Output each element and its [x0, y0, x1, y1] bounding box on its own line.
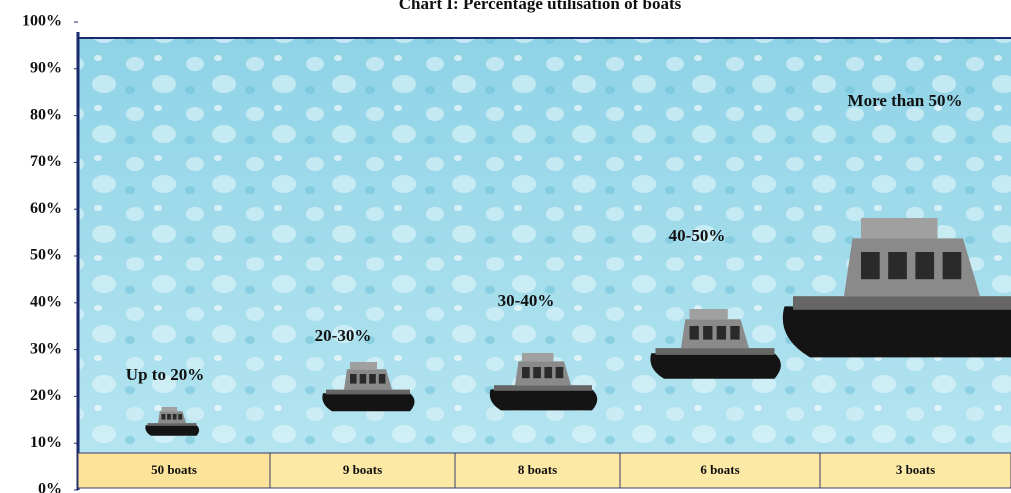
boat-window	[689, 326, 699, 340]
boat-roof	[689, 309, 728, 320]
boat-roof	[350, 362, 377, 370]
y-tick-label: 70%	[30, 153, 62, 170]
category-cell	[619, 452, 821, 489]
category-cell	[454, 452, 621, 489]
y-tick-label: 0%	[38, 481, 62, 493]
boat-deck	[494, 385, 592, 391]
boat-window	[730, 326, 740, 340]
boat-hull	[145, 425, 200, 436]
boat-roof	[522, 353, 554, 362]
boat-window	[350, 374, 357, 384]
category-label: 50 boats	[151, 462, 197, 477]
category-label: 8 boats	[518, 462, 557, 477]
category-cell	[77, 452, 271, 489]
boat-icon	[322, 362, 415, 412]
boat-window	[544, 367, 553, 379]
category-label: 3 boats	[896, 462, 935, 477]
y-tick-label: 100%	[22, 13, 62, 30]
y-tick-label: 20%	[30, 387, 62, 404]
boat-icon	[650, 309, 781, 379]
boat-window	[161, 414, 166, 420]
y-tick-label: 90%	[30, 59, 62, 76]
y-tick-label: 50%	[30, 247, 62, 264]
boat-hull	[489, 389, 598, 411]
boat-window	[555, 367, 564, 379]
boat-hull	[650, 353, 781, 379]
y-tick-label: 80%	[30, 106, 62, 123]
range-label: 40-50%	[669, 226, 726, 245]
boat-deck	[655, 348, 775, 355]
boat-window	[172, 414, 177, 420]
boat-icon	[782, 218, 1011, 358]
range-label: More than 50%	[848, 91, 963, 110]
boat-roof	[161, 407, 178, 412]
boat-roof	[861, 218, 938, 239]
boat-window	[378, 374, 386, 384]
boat-window	[888, 252, 907, 280]
boat-window	[167, 414, 171, 420]
range-label: Up to 20%	[126, 365, 204, 384]
boat-window	[522, 367, 530, 379]
boat-deck	[147, 423, 197, 426]
boat-icon	[145, 407, 200, 436]
y-tick-label: 30%	[30, 340, 62, 357]
boat-hull	[782, 306, 1011, 358]
boat-deck	[326, 389, 410, 395]
boat-window	[359, 374, 367, 384]
category-cell	[819, 452, 1011, 489]
boat-window	[178, 414, 183, 420]
boat-window	[716, 326, 727, 340]
y-tick-label: 40%	[30, 293, 62, 310]
range-label: 20-30%	[315, 326, 372, 345]
boat-deck	[793, 296, 1011, 310]
boat-window	[369, 374, 376, 384]
boat-hull	[322, 393, 415, 412]
range-label: 30-40%	[498, 291, 555, 310]
boat-window	[915, 252, 935, 280]
chart-title: Chart I: Percentage utilisation of boats	[399, 0, 682, 13]
boat-icon	[489, 353, 598, 411]
boat-window	[861, 252, 880, 280]
category-label: 9 boats	[343, 462, 382, 477]
category-cell	[269, 452, 456, 489]
boat-window	[533, 367, 541, 379]
category-label: 6 boats	[700, 462, 739, 477]
y-tick-label: 60%	[30, 200, 62, 217]
y-tick-label: 10%	[30, 434, 62, 451]
boat-window	[942, 252, 962, 280]
boat-window	[703, 326, 713, 340]
